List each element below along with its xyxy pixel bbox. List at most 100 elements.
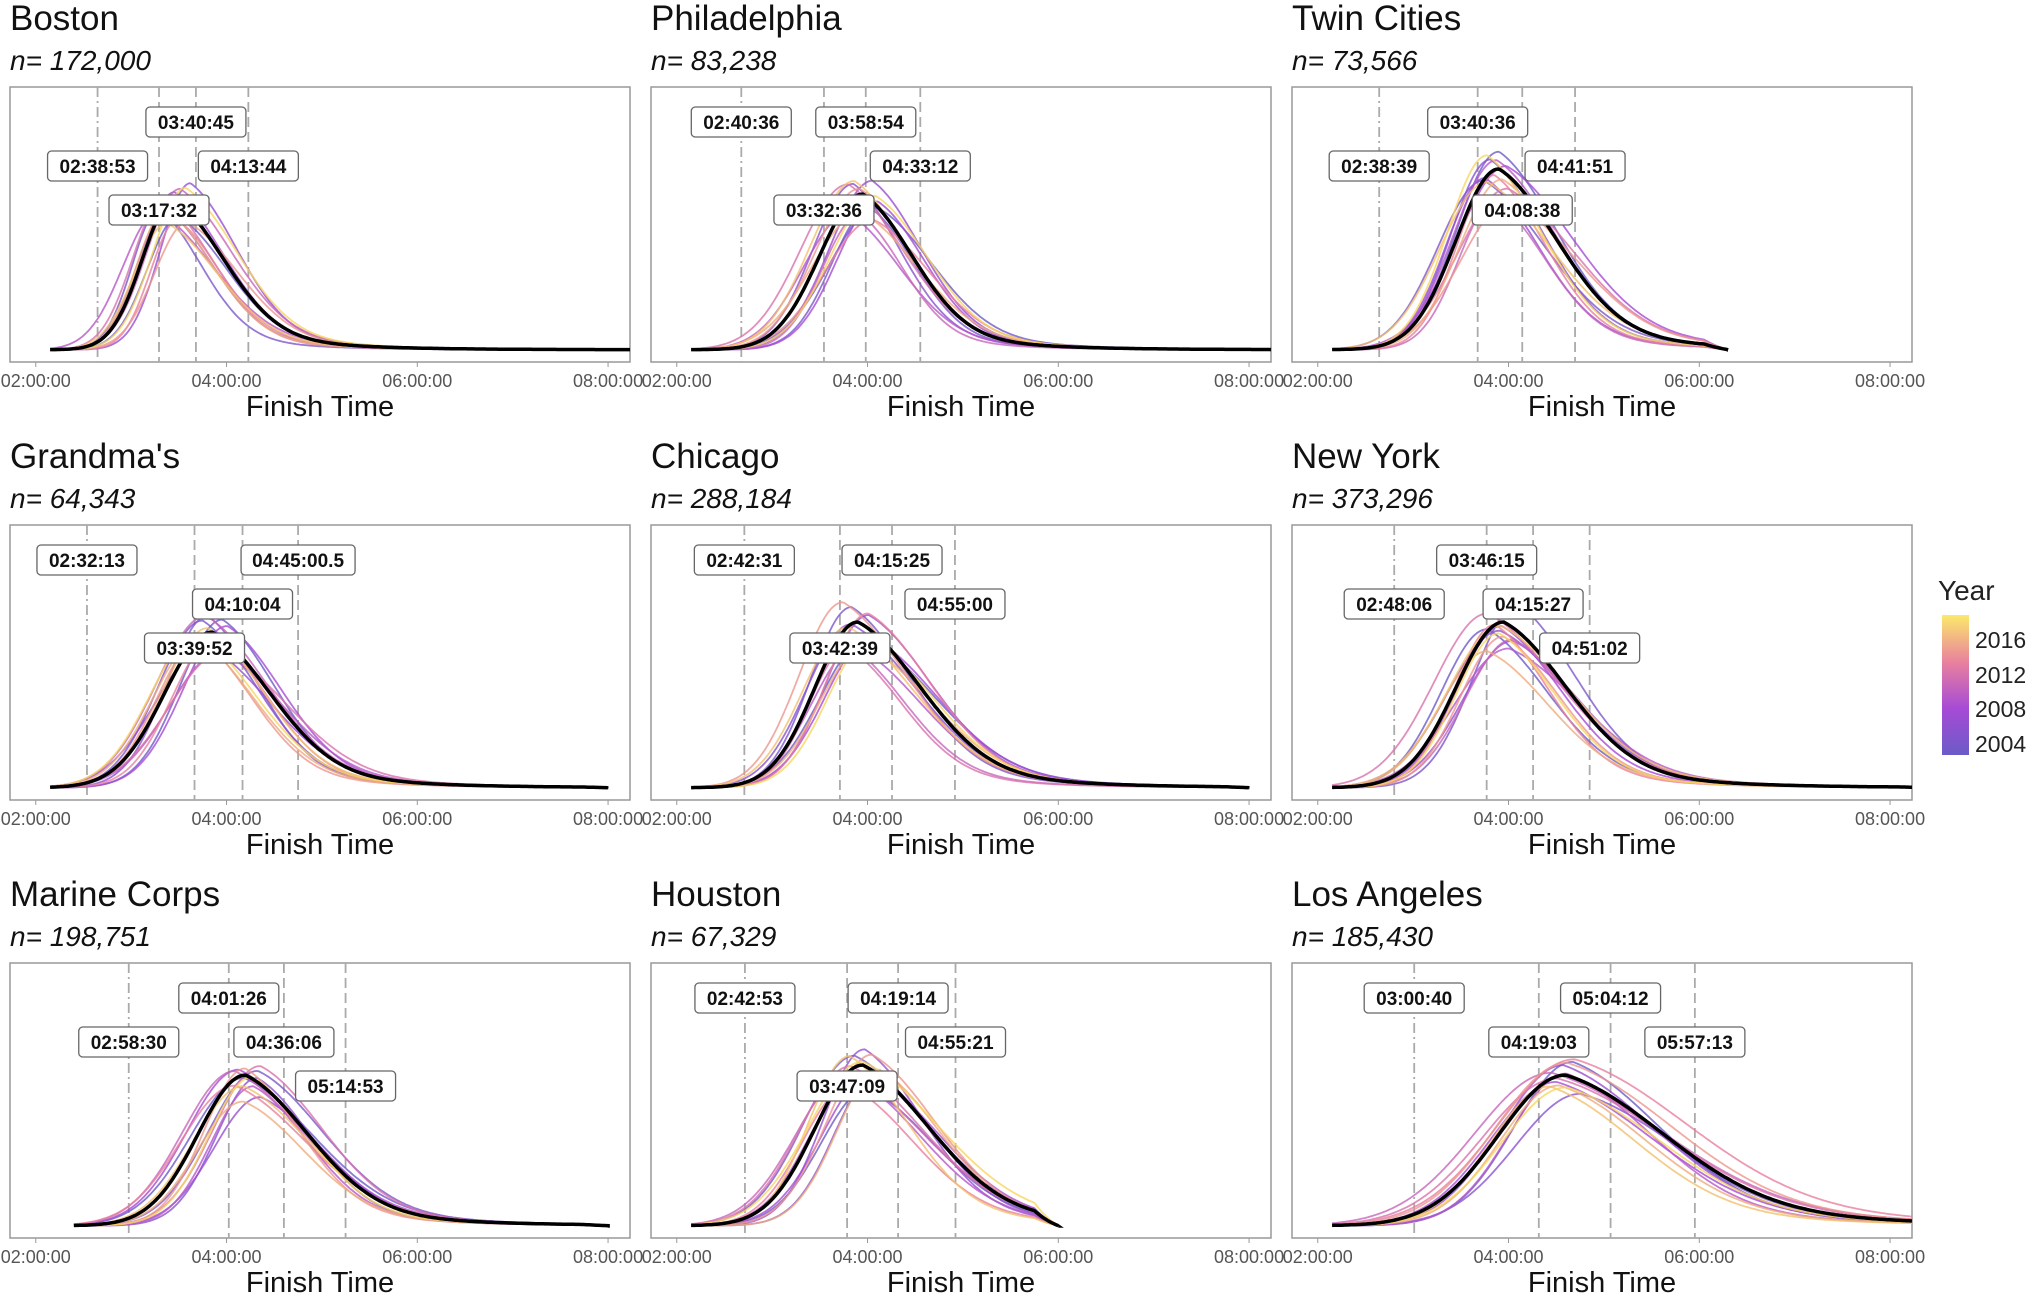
quantile-label: 05:04:12: [1559, 982, 1662, 1014]
quantile-label: 04:19:14: [847, 982, 949, 1014]
quantile-label-text: 04:08:38: [1484, 201, 1560, 222]
quantile-label: 03:17:32: [108, 194, 210, 226]
panel-title: Marine Corps: [10, 875, 220, 914]
quantile-label: 03:58:54: [815, 106, 917, 138]
x-tick-label: 02:00:00: [642, 1247, 712, 1267]
panel-sample-size: n= 83,238: [651, 45, 777, 76]
quantile-label-box: [1488, 1026, 1590, 1058]
quantile-label-box: [1482, 588, 1584, 620]
quantile-label: 02:42:53: [694, 982, 796, 1014]
quantile-label-box: [191, 588, 294, 620]
x-axis-label: Finish Time: [1528, 1267, 1676, 1296]
quantile-label-text: 04:13:44: [210, 157, 286, 178]
x-tick-label: 06:00:00: [382, 809, 452, 829]
x-axis-label: Finish Time: [1528, 829, 1676, 861]
quantile-label: 03:46:15: [1436, 544, 1538, 576]
density-curve-2013: [1332, 1061, 1913, 1226]
density-curve-2011: [1332, 1077, 1913, 1226]
quantile-label: 02:38:53: [46, 150, 149, 182]
x-axis-label: Finish Time: [246, 829, 394, 861]
x-tick-label: 04:00:00: [832, 809, 902, 829]
density-curve-2010: [1332, 199, 1729, 351]
quantile-label: 02:32:13: [36, 544, 138, 576]
quantile-label-box: [904, 1026, 1007, 1058]
panel-title: Los Angeles: [1292, 875, 1483, 914]
quantile-label-text: 03:00:40: [1376, 989, 1452, 1010]
quantile-label-box: [1471, 194, 1573, 226]
quantile-label-box: [1644, 1026, 1746, 1058]
quantile-label: 03:42:39: [789, 632, 891, 664]
panel-title: Boston: [10, 0, 119, 38]
x-axis-label: Finish Time: [887, 1267, 1035, 1296]
panel-title: Twin Cities: [1292, 0, 1461, 38]
x-axis-label: Finish Time: [887, 829, 1035, 861]
quantile-label-text: 02:42:31: [706, 551, 782, 572]
quantile-label-box: [773, 194, 875, 226]
quantile-label-box: [694, 982, 796, 1014]
panel-title: New York: [1292, 437, 1440, 476]
panel-title: Chicago: [651, 437, 779, 476]
quantile-label: 03:40:36: [1427, 106, 1529, 138]
density-curve-mean: [691, 620, 1250, 790]
panel-sample-size: n= 288,184: [651, 483, 792, 514]
panel-new-york: New York n= 373,296 02:00:00 04:00:00 06:00:…: [1283, 437, 1925, 861]
x-tick-label: 06:00:00: [382, 1247, 452, 1267]
panel-twin-cities: Twin Cities n= 73,566 02:00:00 04:00:00 06:0…: [1283, 0, 1925, 423]
quantile-label-text: 04:19:03: [1501, 1033, 1577, 1054]
quantile-label: 04:55:00: [904, 588, 1006, 620]
quantile-label: 04:08:38: [1471, 194, 1573, 226]
plot-area: [9, 86, 631, 363]
x-tick-label: 02:00:00: [1, 809, 71, 829]
panel-sample-size: n= 67,329: [651, 921, 776, 952]
x-tick-label: 02:00:00: [1283, 371, 1353, 391]
x-tick-label: 02:00:00: [1, 371, 71, 391]
quantile-label-box: [841, 544, 943, 576]
quantile-label-text: 04:51:02: [1552, 639, 1628, 660]
quantile-label-box: [145, 106, 247, 138]
density-curve-2016: [1332, 1086, 1913, 1227]
density-curve-mean: [73, 1073, 610, 1228]
quantile-label: 04:01:26: [178, 982, 280, 1014]
density-curve-2012: [1332, 1058, 1913, 1226]
quantile-label: 04:45:00.5: [240, 544, 356, 576]
quantile-label: 04:33:12: [869, 150, 971, 182]
quantile-label-box: [197, 150, 300, 182]
quantile-label-text: 04:10:04: [204, 595, 280, 616]
quantile-label-text: 02:40:36: [703, 113, 779, 134]
legend-title: Year: [1938, 575, 1995, 606]
quantile-label-box: [796, 1070, 898, 1102]
quantile-label-text: 03:42:39: [802, 639, 878, 660]
x-tick-label: 04:00:00: [191, 809, 261, 829]
quantile-label-box: [233, 1026, 335, 1058]
panel-title: Grandma's: [10, 437, 180, 476]
x-tick-label: 04:00:00: [191, 1247, 261, 1267]
quantile-label-text: 02:38:39: [1341, 157, 1417, 178]
quantile-label: 04:55:21: [904, 1026, 1007, 1058]
x-tick-label: 08:00:00: [1855, 809, 1925, 829]
legend-label-2004: 2004: [1975, 731, 2026, 757]
quantile-label-box: [108, 194, 210, 226]
x-tick-label: 08:00:00: [1855, 1247, 1925, 1267]
panel-sample-size: n= 73,566: [1292, 45, 1418, 76]
quantile-label: 04:13:44: [197, 150, 300, 182]
quantile-label: 02:40:36: [690, 106, 792, 138]
quantile-label-text: 03:32:36: [786, 201, 862, 222]
density-curve-mean: [691, 192, 1272, 352]
density-curve-mean: [50, 197, 630, 352]
quantile-label-text: 03:17:32: [121, 201, 197, 222]
quantile-label-box: [1559, 982, 1662, 1014]
density-curve-2012: [691, 1084, 1059, 1227]
x-tick-label: 08:00:00: [1214, 1247, 1284, 1267]
panel-marine-corps: Marine Corps n= 198,751 02:00:00 04:00:00 06…: [1, 875, 643, 1296]
panel-title: Philadelphia: [651, 0, 842, 38]
x-tick-label: 06:00:00: [1664, 809, 1734, 829]
x-tick-label: 08:00:00: [1214, 809, 1284, 829]
x-tick-label: 06:00:00: [1023, 809, 1093, 829]
density-curve-mean: [50, 630, 609, 790]
quantile-label: 03:39:52: [143, 632, 246, 664]
panel-grandma-s: Grandma's n= 64,343 02:00:00 04:00:00 06:00:…: [1, 437, 643, 861]
quantile-label: 04:36:06: [233, 1026, 335, 1058]
quantile-label: 04:10:04: [191, 588, 294, 620]
panel-philadelphia: Philadelphia n= 83,238 02:00:00 04:00:00 06:…: [642, 0, 1284, 423]
